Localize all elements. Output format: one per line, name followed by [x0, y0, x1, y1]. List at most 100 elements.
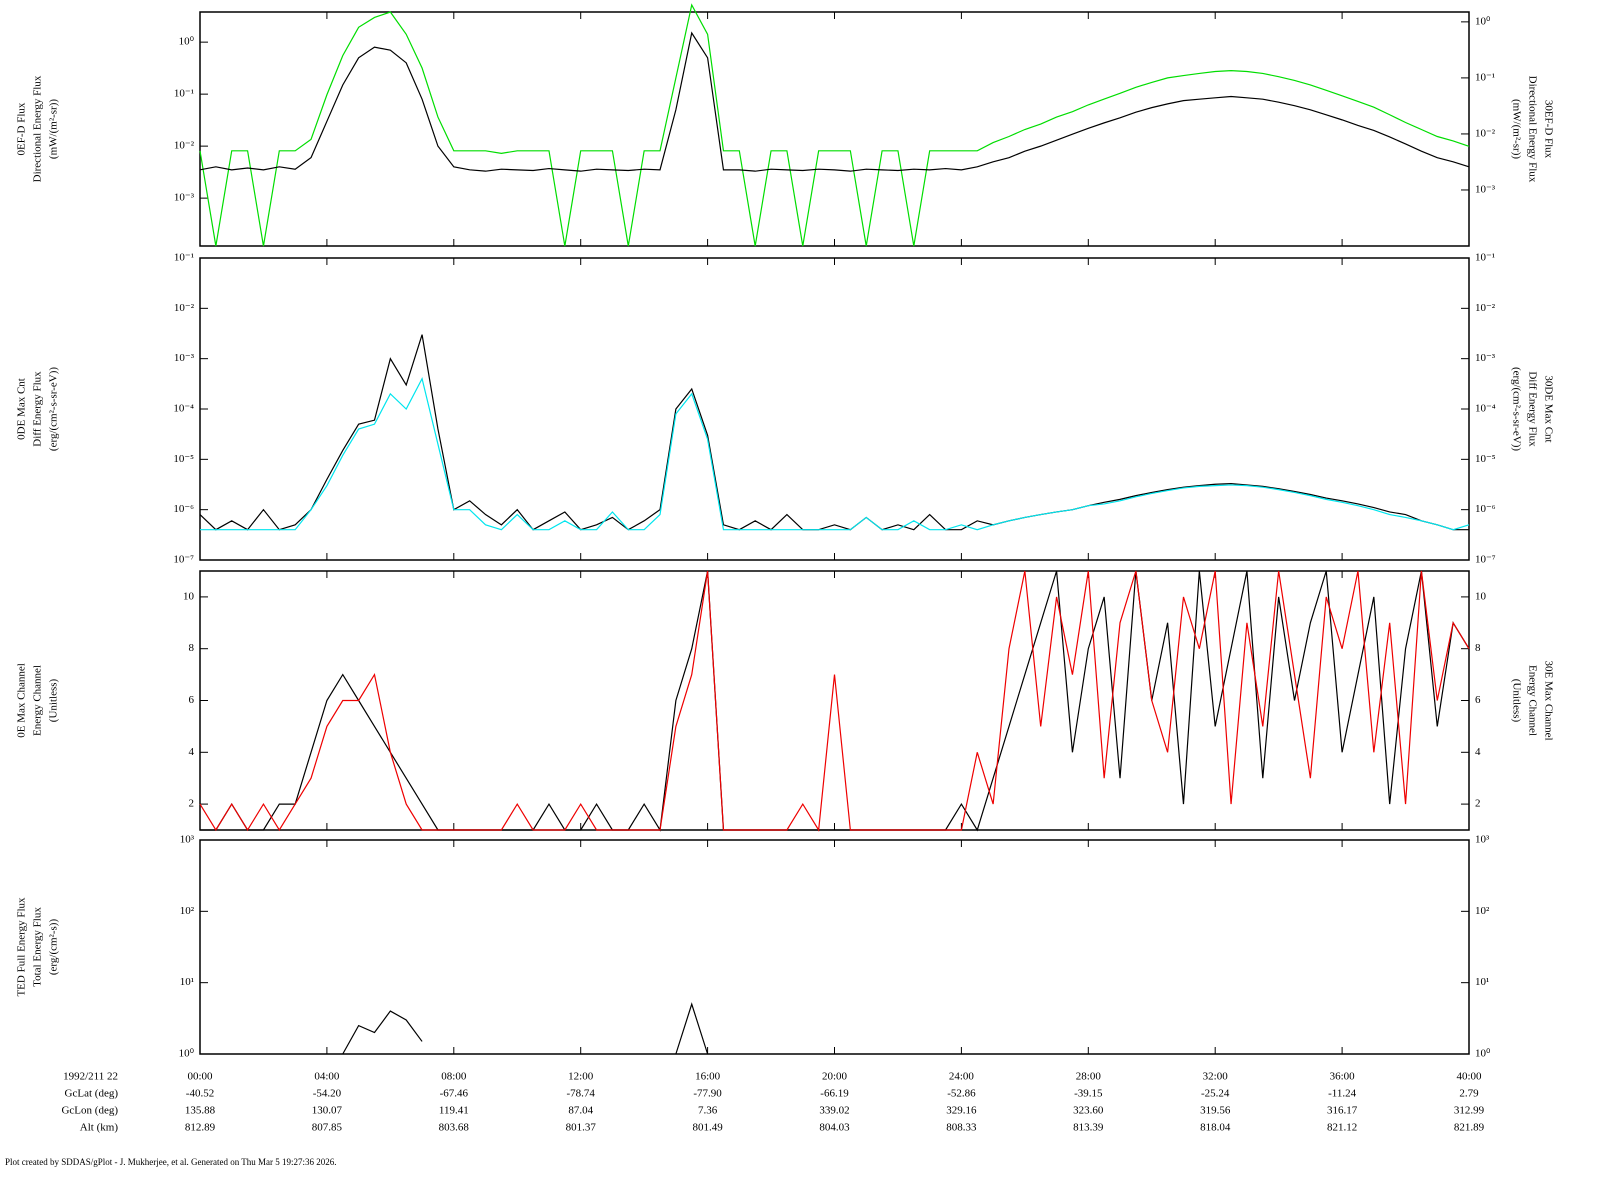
series-line — [200, 570, 1470, 832]
ephemeris-row-label: Alt (km) — [80, 1122, 119, 1134]
y-tick-label: 10³ — [180, 834, 195, 846]
ephemeris-value: 821.12 — [1327, 1122, 1357, 1134]
y2-tick-label: 4 — [1475, 746, 1481, 758]
y2-axis-label: 30EF-D Flux — [1542, 100, 1554, 159]
y-axis-label: Diff Energy Flux — [32, 371, 44, 447]
y-tick-label: 10⁻² — [174, 302, 195, 314]
y2-axis-label: Directional Energy Flux — [1526, 76, 1538, 183]
footer: Plot created by SDDAS/gPlot - J. Mukherj… — [5, 1157, 337, 1167]
y-axis-label: (Unitless) — [48, 678, 60, 722]
y-axis-label: (mW/(m²-sr)) — [48, 99, 60, 159]
y-axis-label: Energy Channel — [32, 665, 44, 736]
y-axis-label: 0DE Max Cnt — [16, 378, 28, 440]
y-axis-label: 0E Max Channel — [16, 663, 28, 738]
ephemeris-value: 119.41 — [439, 1105, 469, 1117]
ephemeris-value: -11.24 — [1328, 1088, 1357, 1100]
ephemeris-value: -25.24 — [1201, 1088, 1230, 1100]
x-tick-label: 00:00 — [187, 1071, 213, 1083]
y-axis-label: (erg/(cm²-s-sr-eV)) — [48, 367, 60, 451]
y-tick-label: 10⁻⁵ — [173, 453, 194, 465]
ephemeris-value: -40.52 — [186, 1088, 214, 1100]
series-line — [199, 570, 1470, 832]
y2-axis-label: (erg/(cm²-s-sr-eV)) — [1510, 367, 1522, 451]
series-line — [200, 377, 1470, 531]
ephemeris-value: 135.88 — [185, 1105, 216, 1117]
y-tick-label: 10⁻⁶ — [173, 503, 194, 515]
y2-tick-label: 10⁻⁶ — [1475, 503, 1496, 515]
panel-frame — [199, 11, 1470, 247]
y-tick-label: 2 — [189, 798, 195, 810]
y2-tick-label: 10 — [1475, 590, 1487, 602]
y2-axis-label: 30DE Max Cnt — [1542, 375, 1554, 442]
x-tick-label: 32:00 — [1203, 1071, 1229, 1083]
y-tick-label: 10⁻³ — [174, 192, 195, 204]
y-tick-label: 10⁻³ — [174, 352, 195, 364]
panel-frame — [199, 257, 1470, 561]
ephemeris-value: 804.03 — [819, 1122, 850, 1134]
y-tick-label: 6 — [189, 694, 195, 706]
ephemeris-value: 801.49 — [692, 1122, 723, 1134]
y-axis-label: TED Full Energy Flux — [16, 897, 28, 997]
ephemeris-value: -67.46 — [440, 1088, 469, 1100]
ephemeris-value: -54.20 — [313, 1088, 342, 1100]
y2-tick-label: 10⁰ — [1475, 1048, 1491, 1060]
y2-tick-label: 10⁻¹ — [1475, 71, 1495, 83]
y-tick-label: 10 — [183, 590, 195, 602]
y-tick-label: 8 — [189, 642, 195, 654]
series-line — [199, 31, 1470, 172]
y2-tick-label: 10⁻¹ — [1475, 252, 1495, 264]
x-tick-label: 08:00 — [441, 1071, 467, 1083]
y2-tick-label: 2 — [1475, 798, 1481, 810]
ephemeris-value: 329.16 — [946, 1105, 977, 1117]
y-tick-label: 10⁰ — [179, 1048, 195, 1060]
y2-tick-label: 10⁻⁴ — [1475, 403, 1496, 415]
ephemeris-value: 339.02 — [819, 1105, 849, 1117]
ephemeris-value: -78.74 — [566, 1088, 595, 1100]
y2-tick-label: 10⁻² — [1475, 127, 1496, 139]
x-tick-label: 16:00 — [695, 1071, 721, 1083]
ephemeris-value: 312.99 — [1454, 1105, 1485, 1117]
y2-tick-label: 10⁻³ — [1475, 183, 1496, 195]
y-axis-label: (erg/(cm²-s)) — [48, 919, 60, 976]
ephemeris-value: 813.39 — [1073, 1122, 1104, 1134]
ephemeris-value: 808.33 — [946, 1122, 977, 1134]
y2-axis-label: (Unitless) — [1510, 679, 1522, 723]
ephemeris-value: -39.15 — [1074, 1088, 1103, 1100]
y2-tick-label: 10⁰ — [1475, 15, 1491, 27]
y-tick-label: 10⁻² — [174, 140, 195, 152]
ephemeris-value: 803.68 — [439, 1122, 470, 1134]
series-line — [199, 3, 1470, 247]
y2-tick-label: 10⁻⁷ — [1475, 554, 1496, 566]
ephemeris-row-label: GcLat (deg) — [65, 1088, 119, 1100]
ephemeris-value: 812.89 — [185, 1122, 216, 1134]
ephemeris-value: 818.04 — [1200, 1122, 1231, 1134]
y2-tick-label: 10³ — [1475, 834, 1490, 846]
ephemeris-value: 130.07 — [312, 1105, 343, 1117]
panel-frame — [199, 570, 1470, 831]
ephemeris-value: 316.17 — [1327, 1105, 1358, 1117]
x-tick-label: 36:00 — [1330, 1071, 1356, 1083]
panel-frame — [199, 839, 1470, 1055]
y-tick-label: 10¹ — [180, 976, 194, 988]
ephemeris-value: -52.86 — [947, 1088, 976, 1100]
y-axis-label: 0EF-D Flux — [16, 102, 28, 155]
ephemeris-value: 821.89 — [1454, 1122, 1485, 1134]
ephemeris-value: 807.85 — [312, 1122, 343, 1134]
ephemeris-value: 87.04 — [568, 1105, 593, 1117]
y2-tick-label: 10¹ — [1475, 976, 1489, 988]
y-tick-label: 10⁻⁷ — [173, 554, 194, 566]
y-tick-label: 10² — [180, 905, 195, 917]
ephemeris-value: -77.90 — [693, 1088, 722, 1100]
y2-axis-label: 30E Max Channel — [1542, 660, 1554, 740]
y-tick-label: 4 — [189, 746, 195, 758]
y-axis-label: Total Energy Flux — [32, 907, 44, 987]
y2-tick-label: 6 — [1475, 694, 1481, 706]
y-tick-label: 10⁰ — [179, 36, 195, 48]
y-tick-label: 10⁻¹ — [174, 252, 194, 264]
y2-axis-label: Energy Channel — [1526, 665, 1538, 736]
y-axis-label: Directional Energy Flux — [32, 75, 44, 182]
ephemeris-value: 2.79 — [1459, 1088, 1479, 1100]
y2-tick-label: 8 — [1475, 642, 1481, 654]
y-tick-label: 10⁻⁴ — [173, 403, 194, 415]
